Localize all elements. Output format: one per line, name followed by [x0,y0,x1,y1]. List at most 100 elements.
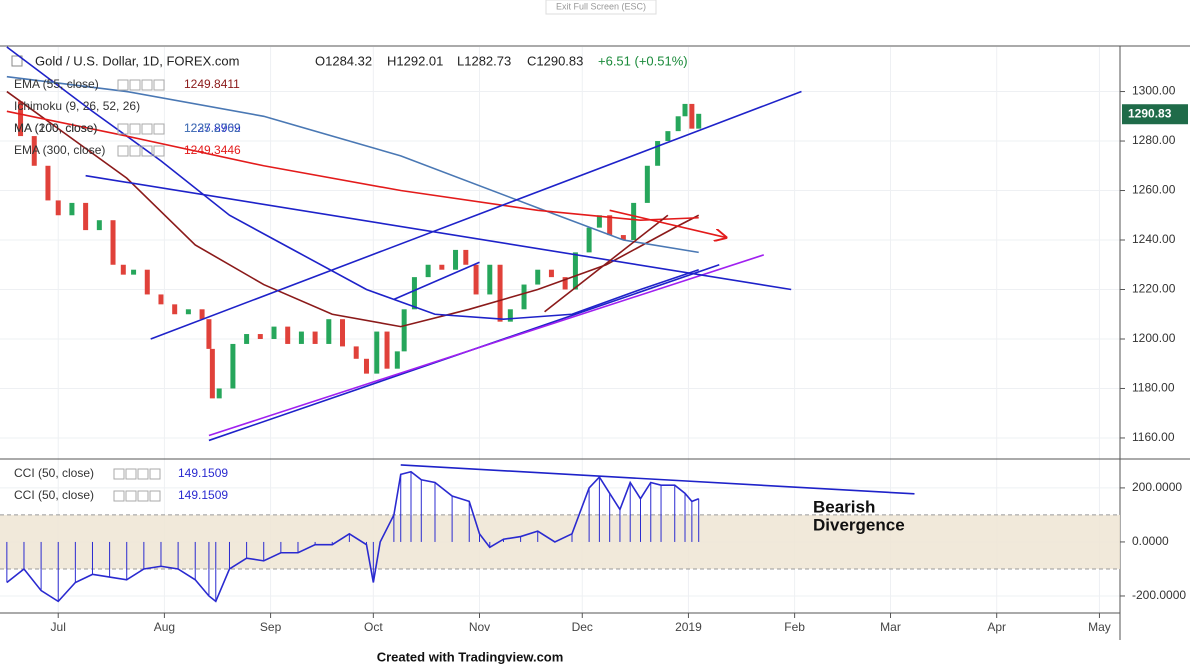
legend-icon [141,123,153,135]
price-candle [110,220,116,265]
price-candle [644,165,650,203]
y-tick-label: 1300.00 [1132,84,1176,98]
trendline [393,261,480,301]
legend-value: 1249.3446 [184,143,241,157]
price-candle [394,351,400,369]
price-candle [562,277,568,290]
series-line [6,470,700,603]
series-line [6,75,699,254]
price-candle [120,264,126,275]
price-candle [507,309,513,322]
price-candle [199,309,205,320]
last-price-label: 1290.83 [1128,106,1172,120]
price-candle [463,249,469,265]
price-candle [689,103,695,129]
price-candle [487,264,493,295]
legend-icon [129,79,141,91]
price-candle [271,326,277,339]
price-candle [83,202,89,231]
price-candle [473,264,479,295]
y-tick-label: 1220.00 [1132,282,1176,296]
exit-button[interactable] [545,0,657,15]
trendline [85,174,792,291]
price-candle [696,113,702,129]
price-candle [453,249,459,270]
legend-icon [129,123,141,135]
trendline [609,209,726,237]
ohlc-change: +6.51 (+0.51%) [598,53,688,68]
price-candle [69,202,75,216]
legend-value: 1235.2702 [184,121,241,135]
price-candle [675,116,681,132]
price-candle [655,141,661,166]
price-candle [312,331,318,344]
trendline [400,464,915,495]
price-candle [682,103,688,117]
price-candle [363,358,369,374]
y-tick-label: 1240.00 [1132,232,1176,246]
price-candle [384,331,390,369]
price-candle [18,101,24,137]
legend-icon [113,468,125,480]
ohlc-high: H1292.01 [387,53,443,68]
legend-icon [141,79,153,91]
legend-icon [113,490,125,502]
price-candle [185,309,191,315]
x-tick-label: Apr [987,620,1006,634]
price-candle [401,309,407,352]
legend-icon [137,468,149,480]
price-candle [31,136,37,166]
x-tick-label: 2019 [675,620,702,634]
footer: Created with Tradingview.com [377,649,564,664]
last-price-tag [1122,104,1188,125]
price-candle [497,264,503,322]
ohlc-close: C1290.83 [527,53,583,68]
price-candle [607,215,613,236]
legend-icon [125,468,137,480]
price-candle [158,294,164,305]
collapse-icon[interactable] [11,55,23,67]
price-candle [548,269,554,278]
exit-text[interactable]: Exit Full Screen (ESC) [556,1,646,11]
price-candle [411,277,417,310]
cci-band [0,514,1120,569]
price-candle [374,331,380,374]
legend-icon [153,145,165,157]
legend-name: MA (100, close) [14,121,97,135]
price-candle [144,269,150,295]
x-tick-label: Feb [784,620,805,634]
price-candle [425,264,431,278]
price-candle [244,334,250,344]
x-tick-label: Nov [469,620,490,634]
series-line [6,110,699,222]
y-tick-label: 1260.00 [1132,183,1176,197]
symbol: Gold / U.S. Dollar, 1D, FOREX.com [35,53,239,68]
price-candle [216,388,222,399]
x-tick-label: Aug [154,620,175,634]
legend-icon [117,79,129,91]
price-candle [596,215,602,228]
price-candle [131,269,137,275]
y-tick-label: 1180.00 [1132,381,1175,395]
legend-icon [125,490,137,502]
x-tick-label: Sep [260,620,282,634]
price-candle [340,319,346,347]
price-candle [353,346,359,359]
price-candle [326,319,332,344]
legend-value: 149.1509 [178,466,228,480]
price-candle [206,319,212,349]
price-candle [285,326,291,344]
series-line [6,46,699,320]
price-candle [298,331,304,344]
y-tick-label: 0.0000 [1132,534,1169,548]
legend-icon [117,123,129,135]
ohlc-low: L1282.73 [457,53,511,68]
legend-name: MA (200, close) [14,121,97,135]
trendline [150,90,802,340]
legend-icon [141,145,153,157]
price-candle [439,264,445,270]
legend-icon [149,468,161,480]
y-tick-label: 1200.00 [1132,331,1176,345]
legend-name: CCI (50, close) [14,488,94,502]
